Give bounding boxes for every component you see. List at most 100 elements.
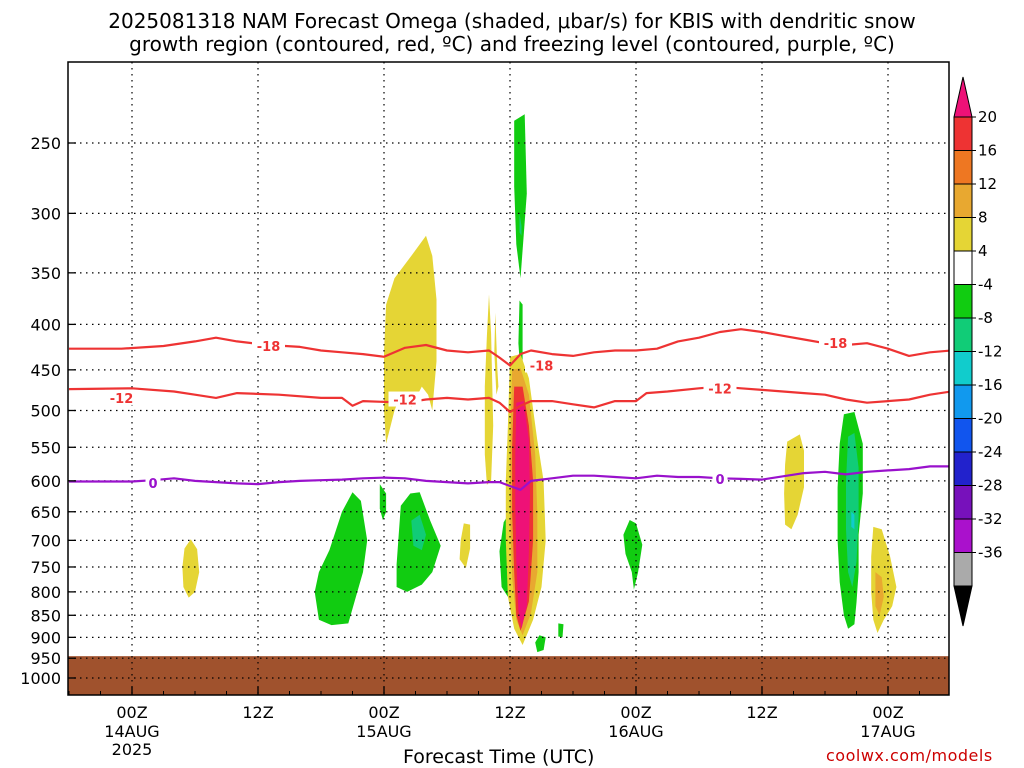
- y-tick-label: 250: [30, 134, 61, 153]
- omega-shade-region: [623, 520, 643, 590]
- omega-shade-region: [519, 213, 522, 236]
- colorbar-bin: [953, 116, 973, 151]
- omega-shade-region: [484, 294, 494, 485]
- x-tick-label: 16AUG: [608, 722, 663, 741]
- colorbar-bin: [953, 384, 973, 419]
- contour-label: 0: [148, 477, 157, 492]
- x-tick-label: 15AUG: [356, 722, 411, 741]
- x-tick-label: 12Z: [242, 703, 273, 722]
- y-tick-label: 800: [30, 583, 61, 602]
- colorbar-label: -32: [978, 510, 1003, 528]
- contour-line: [68, 385, 949, 414]
- x-tick-label: 12Z: [746, 703, 777, 722]
- y-tick-label: 1000: [20, 669, 61, 688]
- y-tick-label: 900: [30, 628, 61, 647]
- omega-shade-region: [411, 514, 426, 551]
- colorbar-bin: [953, 284, 973, 319]
- contour-label: -18: [530, 360, 554, 375]
- contour-label-bg: [712, 470, 728, 486]
- colorbar-bin: [953, 518, 973, 553]
- chart-title-line-2: growth region (contoured, red, ºC) and f…: [129, 32, 895, 56]
- credit-text: coolwx.com/models: [826, 746, 993, 765]
- contour-label-bg: [819, 335, 852, 351]
- colorbar-label: -24: [978, 443, 1003, 461]
- terrain-fill: [68, 656, 949, 695]
- contour-label-bg: [252, 337, 285, 353]
- plot-frame: [67, 61, 950, 696]
- omega-shade-region: [784, 434, 804, 530]
- x-tick-label: 00Z: [620, 703, 651, 722]
- y-tick-label: 450: [30, 361, 61, 380]
- contour-label-bg: [105, 389, 138, 405]
- x-tick-label: 17AUG: [860, 722, 915, 741]
- omega-shade-region: [851, 511, 855, 530]
- contour-label-bg: [145, 474, 161, 490]
- x-tick-label: 12Z: [494, 703, 525, 722]
- y-tick-label: 850: [30, 606, 61, 625]
- colorbar-bin: [953, 150, 973, 185]
- colorbar-bin: [953, 183, 973, 218]
- colorbar-label: -12: [978, 343, 1003, 361]
- omega-shade-region: [846, 433, 859, 587]
- colorbar-bin: [953, 418, 973, 453]
- contour-label: -12: [393, 394, 417, 409]
- y-tick-label: 600: [30, 472, 61, 491]
- y-tick-label: 700: [30, 531, 61, 550]
- omega-shade-region: [535, 635, 546, 653]
- omega-shade-region: [182, 539, 200, 598]
- colorbar-label: -20: [978, 410, 1003, 428]
- contour-line: [69, 328, 949, 367]
- colorbar-bin: [953, 451, 973, 486]
- contour-label: -18: [257, 340, 281, 355]
- omega-shade-region: [384, 235, 437, 444]
- chart-title-line-1: 2025081318 NAM Forecast Omega (shaded, μ…: [108, 9, 916, 33]
- colorbar-label: 20: [978, 108, 997, 126]
- colorbar-label: 16: [978, 142, 997, 160]
- colorbar-label: -4: [978, 276, 993, 294]
- y-tick-label: 750: [30, 558, 61, 577]
- colorbar-label: 12: [978, 175, 997, 193]
- x-tick-label: 00Z: [116, 703, 147, 722]
- colorbar-label: 4: [978, 242, 988, 260]
- colorbar-bin: [953, 317, 973, 352]
- contour-label-bg: [703, 380, 737, 396]
- contour-label: -12: [708, 382, 732, 397]
- omega-shade-region: [379, 484, 387, 520]
- y-tick-label: 650: [30, 503, 61, 522]
- contour-label: 0: [715, 473, 724, 488]
- y-tick-label: 500: [30, 402, 61, 421]
- y-tick-label: 300: [30, 204, 61, 223]
- omega-shade-region: [515, 401, 530, 629]
- colorbar-label: -28: [978, 477, 1003, 495]
- colorbar-bin: [953, 485, 973, 520]
- y-tick-label: 550: [30, 438, 61, 457]
- contour-label: -18: [824, 337, 848, 352]
- omega-shade-region: [875, 572, 884, 616]
- colorbar-bin: [953, 351, 973, 386]
- colorbar-label: -8: [978, 309, 993, 327]
- omega-shade-region: [871, 526, 897, 633]
- colorbar-bottom-arrow: [953, 585, 973, 627]
- x-tick-label: 2025: [112, 740, 153, 759]
- colorbar-bin: [953, 250, 973, 285]
- colorbar-top-arrow: [953, 76, 973, 118]
- y-tick-label: 950: [30, 649, 61, 668]
- omega-shade-region: [514, 114, 527, 279]
- x-tick-label: 14AUG: [104, 722, 159, 741]
- colorbar-bin: [953, 217, 973, 252]
- x-tick-label: 00Z: [872, 703, 903, 722]
- x-tick-label: 00Z: [368, 703, 399, 722]
- contour-label-bg: [525, 357, 558, 373]
- contour-line: [69, 465, 949, 491]
- colorbar-label: -16: [978, 376, 1003, 394]
- contour-label: -12: [110, 392, 134, 407]
- omega-shade-region: [314, 492, 368, 626]
- omega-shade-region: [558, 623, 564, 638]
- colorbar-bin: [953, 552, 973, 587]
- colorbar-label: 8: [978, 209, 988, 227]
- x-axis-title: Forecast Time (UTC): [403, 746, 595, 768]
- omega-shade-region: [459, 523, 471, 568]
- omega-shade-region: [494, 312, 499, 395]
- y-tick-label: 400: [30, 315, 61, 334]
